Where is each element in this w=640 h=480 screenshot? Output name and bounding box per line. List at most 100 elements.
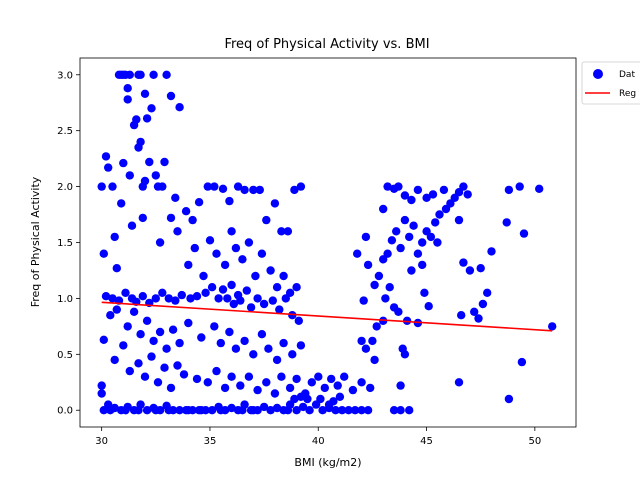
data-point bbox=[418, 260, 427, 270]
data-point bbox=[207, 283, 217, 292]
data-point bbox=[203, 182, 212, 191]
data-point bbox=[504, 185, 514, 195]
data-point bbox=[123, 322, 132, 331]
data-point bbox=[357, 336, 366, 346]
data-point bbox=[272, 403, 282, 413]
data-point bbox=[370, 355, 379, 365]
data-point bbox=[97, 389, 106, 398]
data-point bbox=[361, 232, 371, 242]
data-point bbox=[192, 374, 202, 384]
data-point bbox=[175, 103, 184, 112]
data-point bbox=[99, 335, 109, 344]
y-tick-label: 1.0 bbox=[57, 294, 73, 305]
data-point bbox=[457, 311, 466, 320]
x-tick-label: 35 bbox=[204, 436, 217, 447]
data-point bbox=[166, 383, 176, 393]
data-point bbox=[366, 383, 375, 393]
data-point bbox=[290, 394, 299, 404]
data-point bbox=[483, 288, 492, 297]
data-point bbox=[190, 243, 199, 253]
data-point bbox=[487, 247, 496, 256]
data-point bbox=[112, 305, 122, 314]
data-point bbox=[155, 238, 165, 247]
data-point bbox=[212, 249, 221, 258]
data-point bbox=[327, 374, 336, 384]
data-point bbox=[324, 400, 334, 409]
data-point bbox=[363, 406, 373, 415]
data-point bbox=[97, 182, 106, 191]
data-point bbox=[305, 406, 314, 415]
data-point bbox=[249, 185, 258, 195]
data-point bbox=[220, 260, 230, 270]
y-tick-label: 3.0 bbox=[57, 70, 73, 81]
data-point bbox=[357, 378, 366, 387]
data-point bbox=[153, 378, 163, 387]
y-tick-label: 0.0 bbox=[57, 406, 73, 417]
data-point bbox=[207, 406, 217, 415]
data-point bbox=[236, 381, 245, 390]
data-point bbox=[205, 236, 215, 245]
data-point bbox=[233, 182, 243, 191]
data-point bbox=[281, 294, 290, 303]
data-point bbox=[361, 344, 371, 353]
data-point bbox=[140, 89, 150, 99]
data-point bbox=[117, 199, 126, 208]
data-point bbox=[184, 406, 193, 415]
data-point bbox=[171, 296, 180, 305]
data-point bbox=[240, 336, 249, 346]
data-point bbox=[231, 344, 241, 353]
data-point bbox=[134, 143, 143, 152]
data-point bbox=[110, 355, 119, 365]
data-point bbox=[151, 294, 160, 303]
data-point bbox=[262, 215, 271, 225]
data-point bbox=[140, 176, 150, 186]
data-point bbox=[197, 333, 206, 342]
data-point bbox=[259, 402, 269, 412]
data-point bbox=[344, 406, 353, 415]
data-point bbox=[160, 157, 169, 167]
data-point bbox=[413, 249, 423, 258]
data-point bbox=[292, 374, 301, 384]
data-point bbox=[127, 221, 137, 230]
data-point bbox=[264, 344, 273, 353]
data-point bbox=[389, 406, 399, 415]
data-point bbox=[175, 406, 184, 415]
legend-marker-points bbox=[593, 69, 603, 79]
data-point bbox=[175, 338, 184, 348]
data-point bbox=[335, 392, 345, 401]
data-point bbox=[162, 344, 171, 353]
data-point bbox=[158, 182, 167, 191]
data-point bbox=[244, 238, 254, 247]
data-point bbox=[420, 288, 429, 297]
data-point bbox=[407, 195, 416, 205]
data-point bbox=[400, 191, 410, 200]
y-tick-label: 2.5 bbox=[57, 126, 73, 137]
data-point bbox=[320, 383, 329, 393]
data-point bbox=[279, 271, 288, 281]
data-point bbox=[225, 327, 234, 337]
data-point bbox=[288, 311, 297, 320]
data-point bbox=[270, 199, 280, 208]
data-point bbox=[454, 378, 464, 387]
x-tick-label: 50 bbox=[528, 436, 541, 447]
data-point bbox=[296, 392, 306, 401]
data-point bbox=[138, 213, 147, 223]
x-tick-label: 40 bbox=[312, 436, 325, 447]
data-point bbox=[99, 406, 109, 415]
data-point bbox=[121, 406, 130, 415]
data-point bbox=[374, 271, 384, 281]
data-point bbox=[253, 385, 262, 395]
data-point bbox=[463, 190, 472, 199]
data-point bbox=[422, 193, 431, 202]
data-point bbox=[199, 271, 208, 281]
y-axis: 0.0 0.5 1.0 1.5 2.0 2.5 3.0 bbox=[57, 70, 80, 417]
legend: Dat Reg bbox=[581, 61, 640, 105]
data-point bbox=[357, 406, 366, 415]
data-point bbox=[125, 70, 134, 80]
data-point bbox=[186, 294, 195, 303]
data-point bbox=[238, 255, 247, 264]
data-point bbox=[381, 294, 390, 303]
data-point bbox=[428, 190, 438, 199]
data-point bbox=[283, 406, 293, 415]
